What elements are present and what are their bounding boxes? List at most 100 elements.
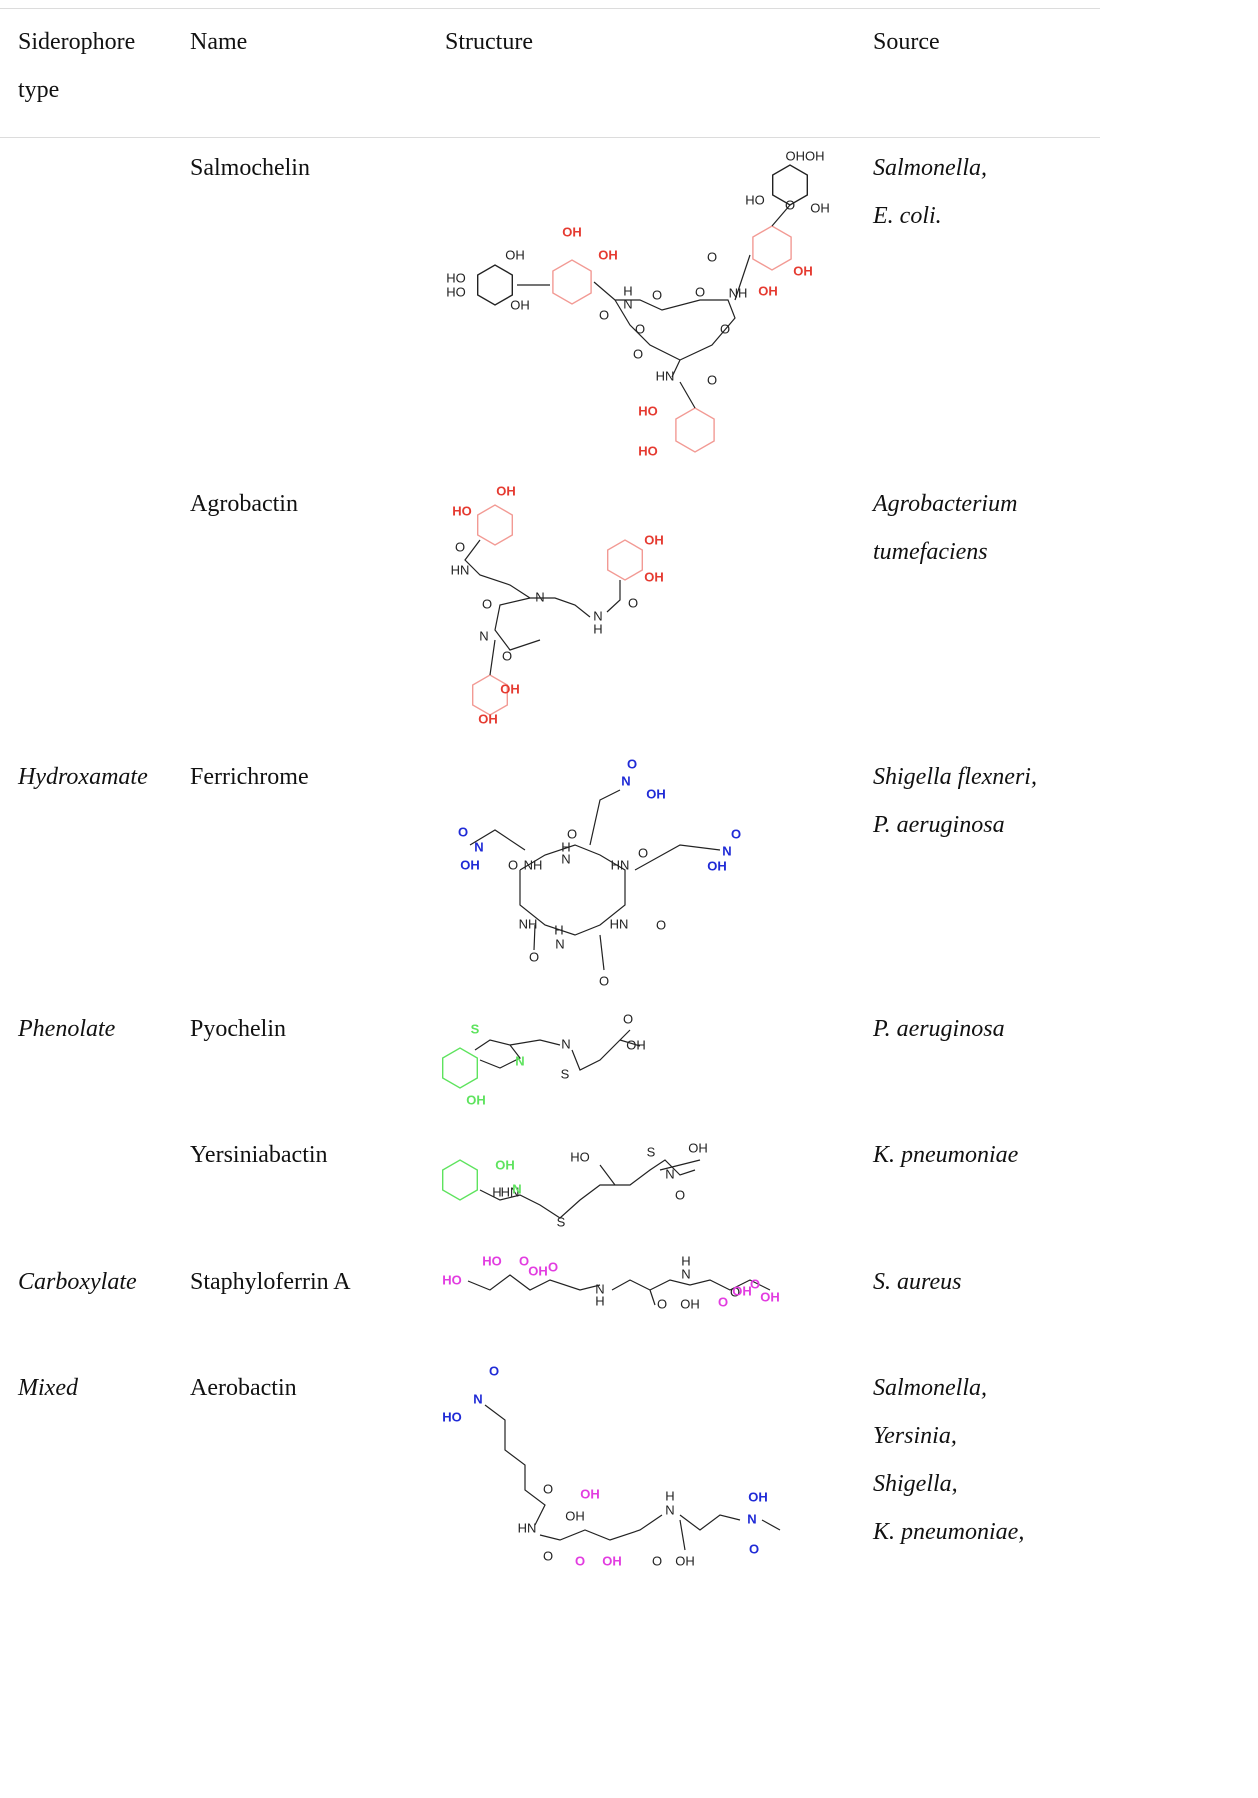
atom-label: HN	[451, 562, 470, 577]
atom-label: OH	[580, 1486, 600, 1501]
atom-label: HO	[446, 284, 466, 299]
source: Shigella flexneri,	[873, 753, 1037, 801]
ring	[478, 505, 513, 545]
siderophore-name: Pyochelin	[190, 1005, 286, 1053]
atom-label: O	[707, 372, 717, 387]
atom-label: OH	[732, 1283, 752, 1298]
bond	[680, 382, 695, 408]
atom-label: OH	[793, 263, 813, 278]
atom-label: O	[675, 1187, 685, 1202]
atom-label: OH	[810, 200, 830, 215]
atom-label: OH	[707, 858, 727, 873]
atom-label: OH	[602, 1553, 622, 1568]
atom-label: OH	[680, 1296, 700, 1311]
atom-label: OH	[460, 857, 480, 872]
atom-label: N	[512, 1181, 521, 1196]
atom-label: O	[749, 1541, 759, 1556]
atom-label: O	[718, 1294, 728, 1309]
source: P. aeruginosa	[873, 801, 1005, 849]
atom-label: O	[652, 1553, 662, 1568]
atom-label: OH	[466, 1092, 486, 1107]
ring	[478, 265, 513, 305]
atom-label: H	[593, 621, 602, 636]
bond	[490, 640, 495, 675]
atom-label: HO	[452, 503, 472, 518]
ring	[553, 260, 591, 304]
atom-label: N	[681, 1266, 690, 1281]
bond	[485, 1405, 545, 1525]
atom-label: H	[554, 922, 563, 937]
atom-label: N	[722, 843, 731, 858]
ring	[753, 226, 791, 270]
atom-label: O	[633, 346, 643, 361]
atom-label: O	[455, 539, 465, 554]
atom-label: N	[747, 1511, 756, 1526]
siderophore-name: Yersiniabactin	[190, 1131, 328, 1179]
bond	[607, 580, 620, 612]
atom-label: N	[473, 1391, 482, 1406]
atom-label: O	[720, 321, 730, 336]
bond	[510, 1040, 560, 1045]
atom-label: HO	[446, 270, 466, 285]
atom-label: O	[458, 824, 468, 839]
atom-label: HO	[442, 1272, 462, 1287]
atom-label: OH	[528, 1263, 548, 1278]
atom-label: O	[599, 973, 609, 988]
siderophore-name: Aerobactin	[190, 1364, 297, 1412]
siderophore-type: Mixed	[18, 1364, 78, 1412]
atom-label: HO	[638, 443, 658, 458]
atom-label: O	[638, 845, 648, 860]
atom-label: OHOH	[786, 148, 825, 163]
siderophore-name: Staphyloferrin A	[190, 1258, 351, 1306]
source: P. aeruginosa	[873, 1005, 1005, 1053]
atom-label: O	[750, 1276, 760, 1291]
atom-label: N	[474, 839, 483, 854]
bond	[762, 1520, 780, 1530]
atom-label: N	[561, 851, 570, 866]
atom-label: OH	[644, 569, 664, 584]
atom-label: OH	[478, 711, 498, 726]
atom-label: O	[502, 648, 512, 663]
atom-label: O	[543, 1548, 553, 1563]
atom-label: HO	[482, 1253, 502, 1268]
source: Shigella,	[873, 1460, 958, 1508]
atom-label: N	[555, 936, 564, 951]
bond	[572, 1030, 630, 1070]
ring	[676, 408, 714, 452]
ring	[443, 1048, 478, 1088]
atom-label: O	[656, 917, 666, 932]
atom-label: O	[489, 1363, 499, 1378]
bond	[680, 1520, 685, 1550]
source: tumefaciens	[873, 528, 988, 576]
atom-label: O	[599, 307, 609, 322]
atom-label: OH	[758, 283, 778, 298]
atom-label: N	[535, 589, 544, 604]
source: K. pneumoniae,	[873, 1508, 1024, 1556]
ring	[443, 1160, 478, 1200]
atom-label: O	[695, 284, 705, 299]
atom-label: S	[557, 1214, 566, 1229]
bond	[600, 935, 604, 970]
atom-label: O	[785, 197, 795, 212]
atom-label: NH	[519, 916, 538, 931]
siderophore-type: Hydroxamate	[18, 753, 148, 801]
atom-label: NH	[524, 857, 543, 872]
atom-label: N	[621, 773, 630, 788]
atom-label: O	[652, 287, 662, 302]
structures: OHOHHOHOOHOHHNOOONHOHOHHOOOHOHOHOOOOHNOH…	[0, 0, 1258, 1798]
atom-label: OH	[644, 532, 664, 547]
bond	[650, 1290, 655, 1305]
atom-label: S	[471, 1021, 480, 1036]
atom-label: N	[561, 1036, 570, 1051]
siderophore-name: Agrobactin	[190, 480, 298, 528]
atom-label: O	[543, 1481, 553, 1496]
atom-label: OH	[505, 247, 525, 262]
atom-label: HO	[570, 1149, 590, 1164]
atom-label: H	[595, 1293, 604, 1308]
bond	[540, 1515, 662, 1540]
atom-label: O	[657, 1296, 667, 1311]
source: Salmonella,	[873, 144, 987, 192]
atom-label: HO	[442, 1409, 462, 1424]
atom-label: OH	[748, 1489, 768, 1504]
ring	[608, 540, 643, 580]
